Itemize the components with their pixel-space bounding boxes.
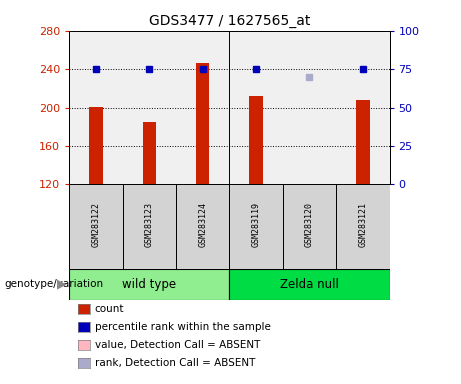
Text: GSM283121: GSM283121	[358, 202, 367, 247]
Bar	[196, 63, 209, 184]
Bar	[229, 184, 283, 269]
Text: GSM283124: GSM283124	[198, 202, 207, 247]
Bar	[356, 100, 370, 184]
Text: wild type: wild type	[122, 278, 176, 291]
Text: ▶: ▶	[57, 278, 67, 291]
Text: Zelda null: Zelda null	[280, 278, 339, 291]
Text: value, Detection Call = ABSENT: value, Detection Call = ABSENT	[95, 340, 260, 350]
Text: percentile rank within the sample: percentile rank within the sample	[95, 322, 271, 332]
Bar	[69, 269, 229, 300]
Bar	[229, 269, 390, 300]
Bar	[123, 184, 176, 269]
Bar	[89, 106, 102, 184]
Bar	[176, 184, 229, 269]
Text: genotype/variation: genotype/variation	[5, 279, 104, 289]
Bar	[142, 122, 156, 184]
Text: GSM283119: GSM283119	[252, 202, 260, 247]
Bar	[283, 184, 336, 269]
Bar	[69, 184, 123, 269]
Bar	[249, 96, 263, 184]
Bar	[336, 184, 390, 269]
Title: GDS3477 / 1627565_at: GDS3477 / 1627565_at	[148, 14, 310, 28]
Text: rank, Detection Call = ABSENT: rank, Detection Call = ABSENT	[95, 358, 255, 368]
Text: GSM283123: GSM283123	[145, 202, 154, 247]
Text: GSM283120: GSM283120	[305, 202, 314, 247]
Text: GSM283122: GSM283122	[91, 202, 100, 247]
Text: count: count	[95, 304, 124, 314]
